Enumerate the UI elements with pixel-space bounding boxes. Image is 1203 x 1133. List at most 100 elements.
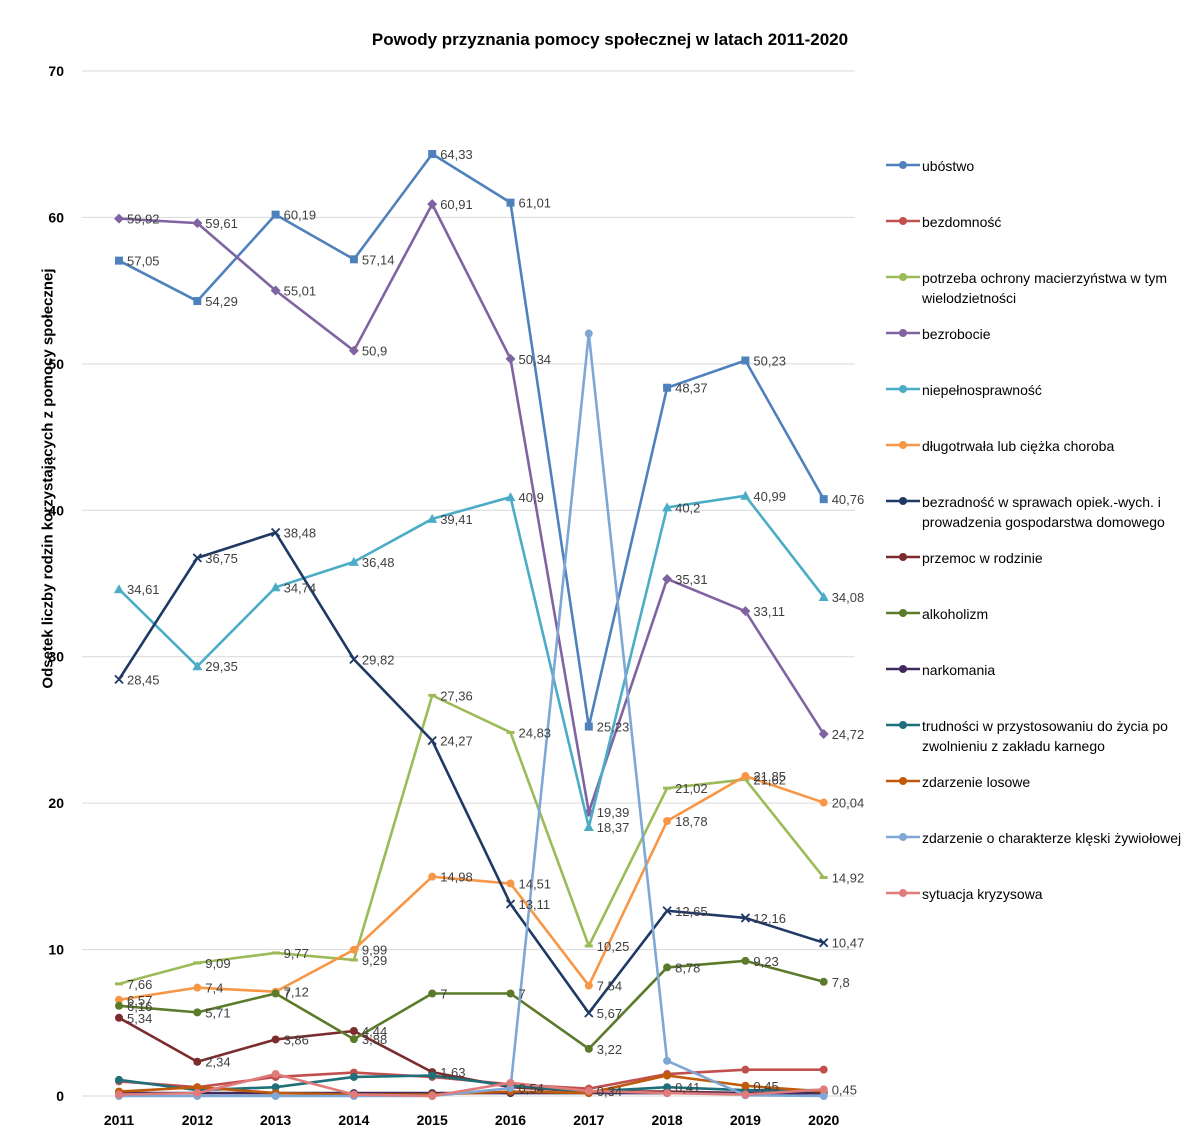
data-point (819, 1085, 828, 1094)
x-tick-label: 2012 (182, 1112, 213, 1128)
data-label: 59,61 (205, 216, 238, 231)
data-label: 9,23 (753, 954, 778, 969)
legend-swatch (886, 385, 920, 393)
data-label: 35,31 (675, 572, 708, 587)
data-label: 34,61 (127, 582, 160, 597)
data-point (114, 584, 124, 594)
data-label: 24,72 (832, 727, 865, 742)
data-label: 7,54 (597, 979, 622, 994)
data-point (271, 1092, 280, 1100)
legend-swatch (886, 161, 920, 169)
series-5 (115, 772, 828, 1004)
data-label: 21,62 (753, 772, 786, 787)
data-label: 7 (284, 987, 291, 1002)
data-point (505, 492, 516, 502)
data-label: 33,11 (753, 604, 785, 619)
legend-swatch (886, 833, 920, 841)
legend-label: alkoholizm (922, 606, 989, 622)
data-point (427, 513, 438, 523)
data-point (193, 1008, 202, 1017)
legend-swatch (886, 777, 920, 785)
data-point (192, 661, 203, 671)
legend-label: bezdomność (922, 214, 1002, 230)
data-point (271, 210, 280, 219)
data-label: 3,88 (362, 1032, 387, 1047)
legend-item: potrzeba ochrony macierzyństwa w tym wie… (886, 268, 1196, 308)
data-label: 8,78 (675, 960, 700, 975)
data-label: 40,2 (675, 500, 700, 515)
legend-label: bezrobocie (922, 326, 991, 342)
data-point (428, 1092, 437, 1100)
data-label: 25,23 (597, 720, 630, 735)
data-point (349, 958, 358, 962)
data-label: 60,19 (284, 208, 317, 223)
data-point (584, 944, 593, 948)
data-label: 9,77 (284, 946, 309, 961)
data-point (114, 674, 124, 685)
legend-swatch (886, 609, 920, 617)
legend-swatch (886, 441, 920, 449)
data-point (192, 218, 203, 229)
x-tick-label: 2014 (338, 1112, 369, 1128)
data-point (663, 963, 672, 972)
series-line (118, 774, 825, 1002)
x-tick-label: 2011 (104, 1112, 135, 1128)
data-point (271, 1083, 280, 1092)
data-label: 24,83 (519, 725, 552, 740)
data-point (741, 1081, 750, 1090)
data-point (819, 876, 828, 880)
data-label: 7,8 (832, 975, 850, 990)
data-point (428, 1071, 437, 1080)
data-label: 0,45 (753, 1079, 778, 1094)
data-point (349, 1090, 358, 1099)
data-point (270, 527, 281, 538)
series-4 (114, 490, 829, 832)
y-tick-label: 10 (48, 942, 64, 958)
data-label: 2,34 (205, 1055, 230, 1070)
data-point (819, 1065, 828, 1074)
data-point (348, 556, 359, 566)
data-point (349, 255, 358, 264)
data-point (427, 199, 438, 210)
data-label: 4,44 (362, 1024, 387, 1039)
data-label: 24,27 (440, 734, 473, 749)
x-tick-label: 2019 (730, 1112, 761, 1128)
data-point (584, 329, 593, 338)
y-tick-label: 60 (48, 209, 64, 225)
data-label: 18,78 (675, 814, 708, 829)
data-point (270, 285, 281, 296)
legend-item: zdarzenie losowe (886, 772, 1196, 792)
data-label: 7,12 (284, 985, 309, 1000)
legend-item: długotrwała lub ciężka choroba (886, 436, 1196, 456)
data-point (427, 735, 437, 746)
data-label: 39,41 (440, 512, 473, 527)
data-point (271, 989, 280, 998)
data-label: 36,48 (362, 555, 395, 570)
x-tick-label: 2020 (808, 1112, 839, 1128)
legend-label: zdarzenie o charakterze klęski żywiołowe… (922, 830, 1182, 846)
legend-label: długotrwała lub ciężka choroba (922, 438, 1115, 454)
data-label: 60,91 (440, 197, 473, 212)
data-point (663, 817, 672, 826)
y-tick-label: 20 (48, 795, 64, 811)
data-label: 14,98 (440, 870, 473, 885)
data-label: 13,11 (519, 897, 551, 912)
data-label: 10,25 (597, 939, 630, 954)
series-13 (115, 1070, 828, 1100)
legend-swatch (886, 217, 920, 225)
data-point (740, 606, 751, 617)
data-label: 0,34 (597, 1084, 622, 1099)
data-label: 29,82 (362, 652, 395, 667)
x-tick-label: 2018 (652, 1112, 683, 1128)
data-point (663, 1056, 672, 1065)
legend-label: narkomania (922, 662, 996, 678)
data-label: 6,57 (127, 993, 152, 1008)
series-line (118, 152, 825, 728)
data-point (115, 256, 123, 265)
legend-item: przemoc w rodzinie (886, 548, 1196, 568)
data-point (819, 977, 828, 986)
data-label: 34,74 (284, 580, 317, 595)
data-label: 38,48 (284, 526, 317, 541)
series-8 (115, 956, 828, 1053)
data-point (193, 297, 202, 306)
